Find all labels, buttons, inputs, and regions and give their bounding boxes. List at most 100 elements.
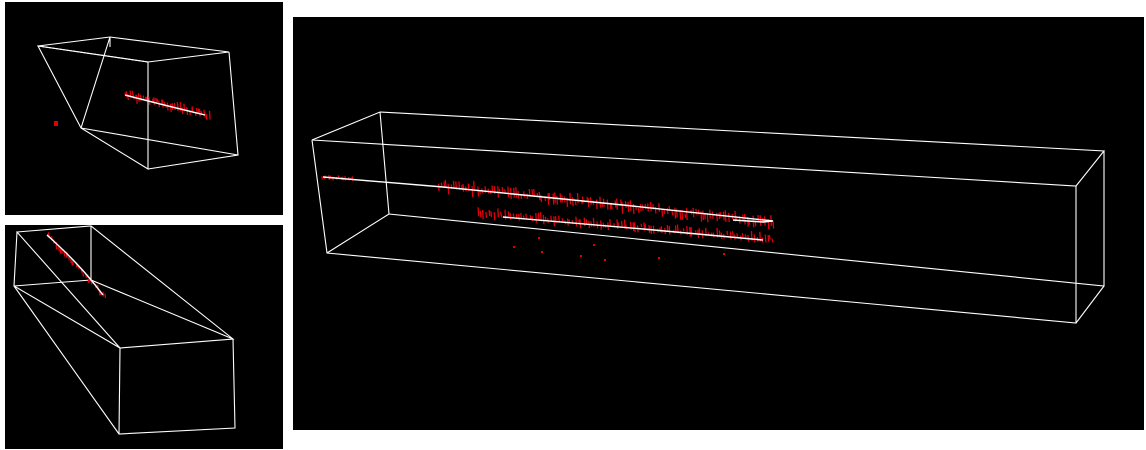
hit-mark: [574, 200, 577, 206]
hit-mark: [759, 215, 762, 227]
hit-mark: [444, 179, 447, 187]
hit-mark: [542, 214, 545, 225]
stray-hit: [604, 259, 606, 261]
hit-mark: [743, 213, 746, 225]
hit-mark: [627, 201, 630, 213]
hit-mark: [479, 210, 482, 218]
hit-mark: [726, 230, 729, 236]
hit-mark: [620, 220, 623, 227]
stray-hit: [658, 257, 660, 259]
hit-mark: [68, 256, 70, 261]
hit-mark: [504, 209, 507, 220]
hit-mark: [668, 225, 671, 235]
hit-mark: [509, 212, 512, 220]
hit-mark: [585, 219, 588, 224]
hit-mark: [321, 176, 324, 180]
hit-mark: [690, 227, 693, 237]
hit-mark: [571, 197, 574, 207]
hit-mark: [666, 225, 669, 232]
hit-mark: [649, 201, 652, 212]
hit-mark: [540, 194, 543, 203]
hit-mark: [632, 222, 635, 232]
hit-mark: [75, 264, 78, 268]
main-view[interactable]: [293, 17, 1144, 430]
hit-mark: [137, 93, 140, 102]
hit-mark: [548, 192, 551, 201]
reconstructed-track: [46, 234, 104, 296]
hit-mark: [525, 213, 528, 219]
hit-mark: [452, 180, 455, 189]
hit-mark: [682, 228, 685, 232]
hit-mark: [59, 248, 62, 254]
hit-mark: [142, 95, 145, 100]
hit-mark: [87, 278, 90, 284]
hit-mark: [71, 260, 74, 265]
hit-mark: [176, 104, 179, 111]
hit-mark: [772, 221, 775, 229]
hit-mark: [497, 208, 500, 218]
hit-mark: [556, 195, 559, 205]
main-canvas: [311, 111, 1106, 324]
hit-mark: [684, 213, 687, 218]
hit-mark: [609, 203, 612, 210]
hit-mark: [500, 214, 503, 219]
hit-mark: [757, 214, 760, 222]
hit-mark: [559, 193, 562, 203]
hit-mark: [617, 222, 620, 227]
hit-mark: [462, 183, 465, 192]
stray-hit: [580, 255, 582, 257]
bottom-left-view[interactable]: [5, 225, 283, 449]
hit-mark: [629, 221, 632, 230]
top-left-view[interactable]: [5, 2, 283, 215]
stray-hits: [513, 237, 725, 261]
hit-mark: [198, 108, 201, 117]
stray-hit: [54, 121, 58, 126]
stray-hit: [538, 237, 540, 239]
hit-mark: [764, 234, 767, 243]
hit-mark: [702, 210, 705, 221]
hit-mark: [82, 273, 85, 277]
hit-mark: [704, 214, 706, 220]
hit-mark: [518, 213, 520, 221]
hit-mark: [552, 193, 555, 205]
hit-mark: [490, 211, 493, 218]
hit-mark: [491, 185, 494, 193]
hit-mark: [57, 246, 60, 252]
hit-mark: [578, 219, 581, 224]
hit-mark: [535, 212, 538, 223]
hit-mark: [644, 223, 647, 229]
hit-mark: [547, 193, 550, 205]
hit-mark: [675, 208, 678, 218]
hit-mark: [481, 209, 484, 220]
hit-mark: [587, 197, 590, 207]
reconstructed-track-secondary: [502, 216, 764, 241]
hit-mark: [644, 203, 647, 210]
hit-mark: [685, 208, 688, 221]
hit-mark: [658, 203, 661, 212]
hit-mark: [71, 260, 73, 266]
hit-mark: [125, 91, 128, 98]
hit-mark: [697, 209, 700, 215]
hit-mark: [477, 207, 480, 217]
hit-mark: [485, 211, 488, 219]
hit-mark: [526, 193, 529, 200]
hit-mark: [716, 212, 718, 221]
hit-mark: [729, 231, 732, 240]
top-left-canvas: [37, 36, 239, 170]
hit-mark: [625, 224, 628, 230]
stray-hit: [723, 253, 725, 255]
hit-mark: [181, 107, 184, 115]
hit-mark: [205, 113, 208, 120]
hit-mark: [488, 209, 491, 217]
hit-cluster: [124, 90, 211, 120]
hit-mark: [515, 187, 518, 198]
hit-mark: [727, 212, 730, 223]
hit-mark: [689, 226, 691, 237]
hit-mark: [102, 291, 105, 297]
hit-mark: [744, 234, 747, 238]
hit-mark: [437, 183, 440, 192]
hit-mark: [153, 97, 156, 105]
hit-mark: [695, 208, 698, 215]
hit-mark: [558, 215, 560, 222]
hit-mark: [624, 201, 627, 208]
